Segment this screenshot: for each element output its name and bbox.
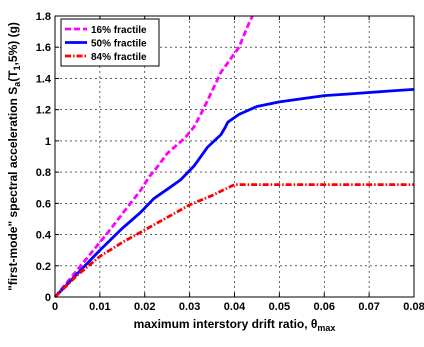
x-axis-label-main: maximum interstory drift ratio, θ [134,317,318,331]
y-tick-label: 1.6 [36,42,51,54]
x-tick-label: 0.04 [224,301,246,313]
y-axis-label-main: "first-mode" spectral acceleration S [6,87,20,291]
series-layer [53,15,415,299]
x-tick-label: 0.02 [134,301,155,313]
legend-label-1: 16% fractile [91,25,147,36]
x-tick-label: 0.06 [314,301,335,313]
x-tick-label: 0.01 [89,301,110,313]
y-tick-label: 1 [45,136,51,148]
y-axis-label-end: ,5%) (g) [6,22,20,65]
y-axis-label-sub-1: 1 [12,65,22,70]
tick-layer: 0 0.01 0.02 0.03 0.04 0.05 0.06 0.07 0.08 0 0.2 0.4… [36,11,424,313]
legend-label-2: 50% fractile [91,39,147,50]
y-axis-label-sub-a: a [12,81,22,87]
y-tick-label: 1.2 [36,105,51,117]
y-tick-label: 1.8 [36,11,51,23]
y-axis-label-mid: (T [6,70,20,82]
legend: 16% fractile 50% fractile 84% fractile [60,18,160,67]
y-tick-label: 0.6 [36,198,51,210]
y-axis-label: "first-mode" spectral acceleration Sa(T1… [6,22,22,291]
y-tick-label: 0 [45,292,51,304]
x-tick-label: 0.07 [358,301,379,313]
series-line-3 [54,183,414,299]
x-axis-label: maximum interstory drift ratio, θmax [134,317,336,333]
x-tick-label: 0.08 [403,301,424,313]
legend-label-3: 84% fractile [91,52,147,63]
x-axis-label-subscript: max [317,323,335,333]
y-tick-label: 1.4 [36,73,52,85]
x-tick-label: 0 [52,301,58,313]
series-line-1 [53,15,254,298]
y-tick-label: 0.4 [36,230,52,242]
x-tick-label: 0.05 [269,301,290,313]
x-tick-label: 0.03 [179,301,200,313]
y-tick-label: 0.2 [36,261,51,273]
series-line-2 [53,88,415,298]
y-tick-label: 0.8 [36,167,51,179]
